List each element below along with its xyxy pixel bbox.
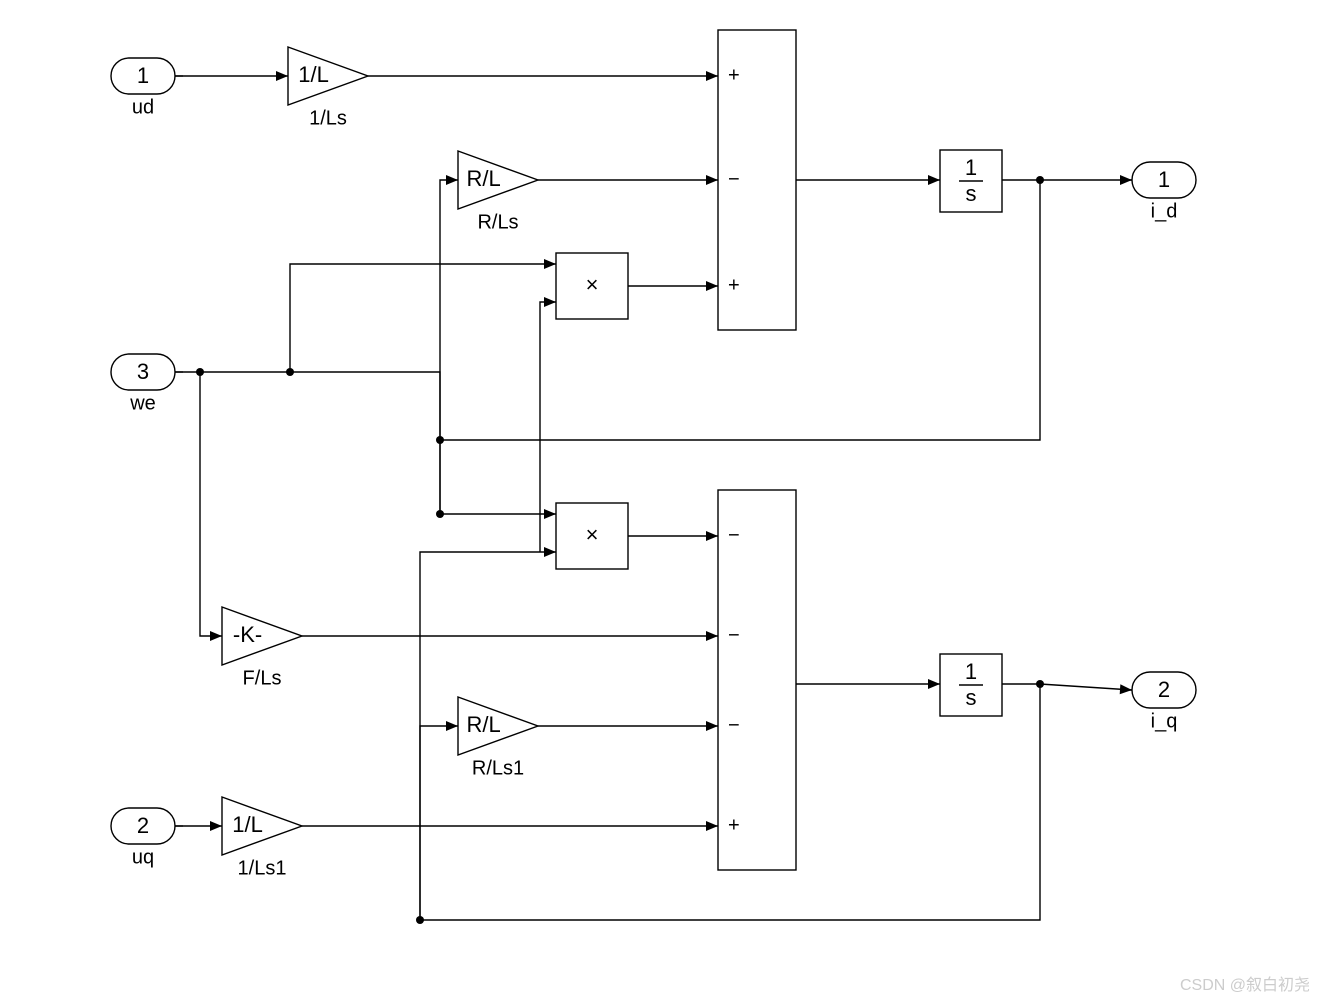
junction-node	[416, 916, 424, 924]
svg-text:ud: ud	[132, 97, 154, 119]
svg-text:R/L: R/L	[466, 712, 500, 737]
svg-text:F/Ls: F/Ls	[243, 668, 282, 690]
svg-text:1: 1	[965, 659, 977, 684]
svg-text:2: 2	[1158, 677, 1170, 702]
junction-node	[286, 368, 294, 376]
svg-text:-K-: -K-	[233, 622, 262, 647]
svg-text:2: 2	[137, 813, 149, 838]
svg-text:1/Ls1: 1/Ls1	[238, 858, 287, 880]
junction-node	[436, 436, 444, 444]
simulink-block-diagram: 132121/LR/L-K-R/L1/L××+−+−−−+1s1s udweuq…	[0, 0, 1322, 998]
svg-text:−: −	[728, 168, 740, 190]
svg-text:1/Ls: 1/Ls	[309, 108, 347, 130]
svg-text:we: we	[129, 393, 156, 415]
junction-node	[1036, 680, 1044, 688]
product-p2: ×	[556, 503, 628, 569]
svg-text:i_q: i_q	[1151, 711, 1178, 733]
sum-s2: − − − +	[718, 490, 796, 870]
svg-text:1/L: 1/L	[298, 62, 329, 87]
junction-node	[196, 368, 204, 376]
svg-text:3: 3	[137, 359, 149, 384]
canvas-bg	[0, 0, 1322, 998]
svg-text:+: +	[728, 64, 740, 86]
svg-text:1: 1	[1158, 167, 1170, 192]
svg-text:−: −	[728, 524, 740, 546]
junction-node	[1036, 176, 1044, 184]
product-p1: ×	[556, 253, 628, 319]
sum-s1: + − +	[718, 30, 796, 330]
watermark: CSDN @叙白初尧	[1180, 976, 1310, 994]
svg-text:×: ×	[586, 522, 599, 547]
integrator-int2: 1s	[940, 654, 1002, 716]
junction-node	[436, 510, 444, 518]
svg-text:s: s	[966, 685, 977, 710]
integrator-int1: 1s	[940, 150, 1002, 212]
svg-text:1: 1	[137, 63, 149, 88]
svg-text:−: −	[728, 714, 740, 736]
svg-text:−: −	[728, 624, 740, 646]
svg-text:+: +	[728, 274, 740, 296]
svg-text:R/L: R/L	[466, 166, 500, 191]
svg-text:1/L: 1/L	[232, 812, 263, 837]
svg-text:1: 1	[965, 155, 977, 180]
svg-text:×: ×	[586, 272, 599, 297]
svg-text:s: s	[966, 181, 977, 206]
svg-text:R/Ls: R/Ls	[477, 212, 518, 234]
svg-text:+: +	[728, 814, 740, 836]
svg-text:uq: uq	[132, 847, 154, 869]
svg-text:i_d: i_d	[1151, 201, 1178, 223]
svg-text:R/Ls1: R/Ls1	[472, 758, 524, 780]
